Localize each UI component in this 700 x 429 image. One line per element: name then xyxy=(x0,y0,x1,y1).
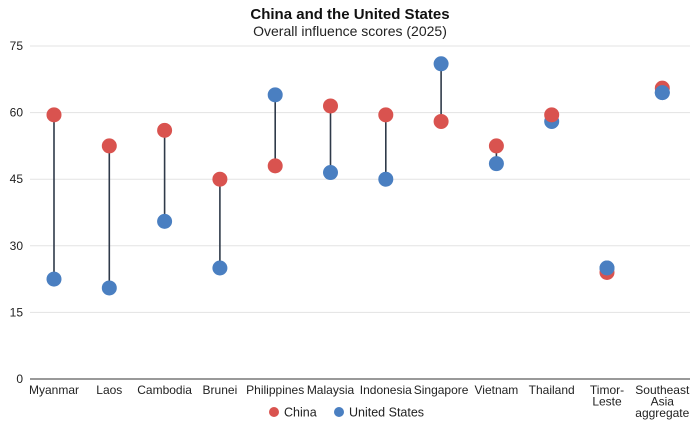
china-point xyxy=(378,107,394,123)
x-tick-label: Indonesia xyxy=(360,383,412,397)
china-point xyxy=(488,138,504,154)
us-point xyxy=(488,156,504,172)
us-point xyxy=(267,87,283,103)
x-tick-label: Vietnam xyxy=(474,383,518,397)
y-tick-label: 0 xyxy=(16,372,23,386)
y-tick-label: 15 xyxy=(10,305,24,319)
chart-title: China and the United States xyxy=(250,6,450,23)
x-tick-label: Singapore xyxy=(414,383,469,397)
us-point xyxy=(101,280,117,296)
china-point xyxy=(544,107,560,123)
y-tick-label: 45 xyxy=(10,172,24,186)
us-point xyxy=(157,213,173,229)
x-tick-label: Malaysia xyxy=(307,383,355,397)
x-tick-label: Brunei xyxy=(203,383,238,397)
china-point xyxy=(157,122,173,138)
chart-subtitle: Overall influence scores (2025) xyxy=(253,23,447,39)
x-tick-label: Laos xyxy=(96,383,122,397)
x-tick-label: Southeast Asia aggregate xyxy=(635,383,690,420)
legend-marker xyxy=(269,407,279,417)
us-point xyxy=(46,271,62,287)
us-point xyxy=(323,165,338,181)
china-point xyxy=(212,171,228,187)
us-point xyxy=(212,260,228,276)
y-tick-label: 30 xyxy=(10,239,24,253)
legend-marker xyxy=(334,407,344,417)
china-point xyxy=(323,98,338,114)
legend-label: China xyxy=(284,406,317,420)
x-tick-label: Philippines xyxy=(246,383,304,397)
us-point xyxy=(599,260,615,276)
legend-label: United States xyxy=(349,406,424,420)
china-point xyxy=(101,138,117,154)
china-point xyxy=(433,113,449,129)
us-point xyxy=(378,171,394,187)
y-tick-label: 60 xyxy=(10,106,24,120)
us-point xyxy=(654,85,670,101)
x-tick-label: Timor-Leste xyxy=(590,383,624,409)
us-point xyxy=(433,56,449,72)
x-tick-label: Thailand xyxy=(529,383,575,397)
y-tick-label: 75 xyxy=(10,39,24,53)
x-tick-label: Cambodia xyxy=(137,383,192,397)
china-point xyxy=(267,158,283,174)
china-point xyxy=(46,107,62,123)
x-tick-label: Myanmar xyxy=(29,383,79,397)
